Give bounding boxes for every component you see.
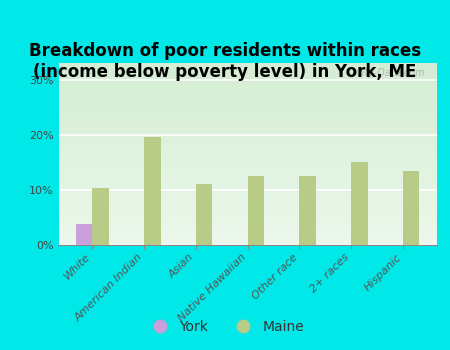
Text: Breakdown of poor residents within races
(income below poverty level) in York, M: Breakdown of poor residents within races… xyxy=(29,42,421,81)
Bar xyxy=(248,176,264,245)
Bar xyxy=(351,162,368,245)
Bar xyxy=(76,224,92,245)
Text: City-Data.com: City-Data.com xyxy=(356,69,425,78)
Legend: York, Maine: York, Maine xyxy=(140,314,310,340)
Bar xyxy=(299,176,316,245)
Bar xyxy=(403,170,419,245)
Bar xyxy=(92,188,109,245)
Bar xyxy=(144,138,161,245)
Bar xyxy=(196,184,212,245)
